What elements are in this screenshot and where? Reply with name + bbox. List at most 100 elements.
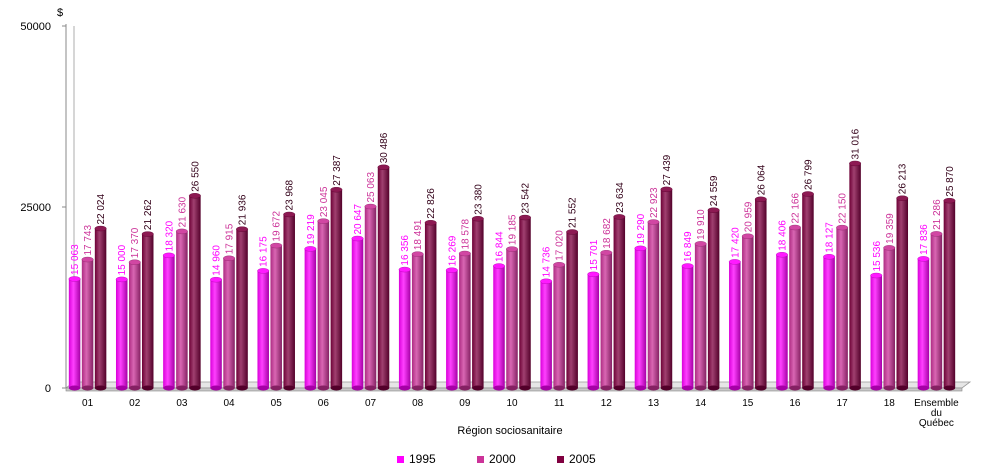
bar-2000-11 (600, 250, 613, 391)
data-label-2000-9: 19 185 (508, 214, 519, 245)
data-label-1995-14: 17 420 (730, 227, 741, 258)
bar-2000-1 (128, 259, 141, 391)
bar-1995-3 (210, 276, 223, 391)
bar-1995-8 (445, 267, 458, 391)
x-axis-label: Région sociosanitaire (457, 425, 562, 437)
bar-1995-1 (115, 276, 128, 391)
bar-1995-16 (823, 254, 836, 391)
data-label-2000-3: 17 915 (225, 223, 236, 254)
x-tick-label-14: 15 (742, 398, 754, 409)
data-label-1995-17: 15 536 (872, 240, 883, 271)
axes: 0 25000 50000 (20, 21, 67, 395)
data-label-1995-1: 15 000 (117, 244, 128, 275)
bar-1995-9 (493, 263, 505, 391)
x-tick-label-5: 06 (318, 398, 330, 409)
x-tick-label-18: du (931, 408, 942, 419)
legend-label: 2005 (569, 452, 596, 466)
x-tick-label-7: 08 (412, 398, 424, 409)
x-tick-label-6: 07 (365, 398, 377, 409)
x-tick-label-18: Québec (919, 418, 954, 429)
data-label-1995-15: 18 406 (777, 220, 788, 251)
data-label-2005-7: 22 826 (426, 188, 437, 219)
legend-item-2005: 2005 (557, 452, 596, 466)
x-tick-label-11: 12 (601, 398, 613, 409)
legend-swatch (397, 456, 404, 463)
bar-2000-10 (553, 262, 566, 391)
bar-2005-13 (707, 207, 720, 391)
bar-2005-10 (566, 229, 579, 391)
data-label-2000-2: 21 630 (177, 196, 188, 227)
bar-1995-18 (917, 256, 930, 391)
legend: 1995 2000 2005 (397, 452, 596, 466)
data-label-2005-12: 27 439 (662, 154, 673, 185)
bar-2005-18 (943, 198, 956, 391)
bar-1995-0 (68, 276, 81, 391)
data-label-2000-5: 23 045 (319, 186, 330, 217)
bar-1995-13 (681, 263, 694, 391)
data-label-1995-16: 18 127 (825, 222, 836, 253)
data-label-2005-11: 23 634 (615, 182, 626, 213)
legend-label: 1995 (409, 452, 436, 466)
bar-2000-9 (506, 246, 518, 391)
x-tick-label-16: 17 (837, 398, 849, 409)
data-label-2005-14: 26 064 (756, 164, 767, 195)
data-label-2000-0: 17 743 (83, 225, 94, 256)
legend-label: 2000 (489, 452, 516, 466)
bar-2005-8 (471, 216, 484, 391)
bar-2005-7 (424, 220, 437, 391)
bar-2005-3 (236, 226, 249, 391)
bar-2000-15 (788, 224, 801, 391)
bar-2000-18 (930, 231, 943, 391)
bar-1995-17 (870, 272, 883, 391)
data-label-1995-10: 14 736 (542, 246, 553, 277)
legend-swatch (557, 456, 564, 463)
bar-2000-7 (411, 251, 424, 391)
y-tick-label: 0 (45, 383, 51, 395)
bar-2000-5 (317, 218, 330, 391)
x-tick-labels: 01 02 03 04 05 06 07 08 09 10 11 12 13 14 15 16 17 18 Ense… (82, 398, 959, 429)
bar-2005-9 (519, 214, 531, 391)
bar-2000-16 (836, 224, 849, 391)
legend-swatch (477, 456, 484, 463)
bar-2000-4 (270, 242, 283, 391)
x-tick-label-8: 09 (459, 398, 471, 409)
bars (68, 160, 956, 391)
data-label-2005-10: 21 552 (568, 197, 579, 228)
bar-1995-15 (775, 252, 788, 391)
bar-1995-4 (257, 268, 270, 391)
data-label-1995-12: 19 290 (636, 213, 647, 244)
x-tick-label-17: 18 (884, 398, 896, 409)
bar-2005-0 (94, 225, 107, 391)
bar-2000-0 (81, 256, 94, 391)
bar-1995-7 (398, 266, 411, 391)
x-tick-label-13: 14 (695, 398, 707, 409)
data-label-2000-14: 20 959 (743, 201, 754, 232)
x-tick-label-4: 05 (271, 398, 283, 409)
bar-2000-6 (364, 203, 377, 391)
data-label-1995-2: 18 320 (164, 220, 175, 251)
data-label-2005-18: 25 870 (945, 166, 956, 197)
x-tick-label-0: 01 (82, 398, 94, 409)
bar-2005-6 (377, 164, 390, 391)
x-tick-label-1: 02 (129, 398, 141, 409)
bar-1995-14 (728, 259, 741, 391)
data-label-2005-6: 30 486 (379, 132, 390, 163)
data-label-2005-17: 26 213 (898, 163, 909, 194)
bar-2000-17 (883, 245, 896, 391)
data-label-2000-18: 21 286 (932, 199, 943, 230)
data-label-1995-8: 16 269 (447, 235, 458, 266)
x-tick-label-2: 03 (176, 398, 188, 409)
data-label-2000-12: 22 923 (649, 187, 660, 218)
data-label-2005-3: 21 936 (238, 194, 249, 225)
data-label-2005-15: 26 799 (803, 159, 814, 190)
legend-item-2000: 2000 (477, 452, 516, 466)
data-label-1995-7: 16 356 (400, 235, 411, 266)
data-label-2005-4: 23 968 (285, 179, 296, 210)
data-label-1995-18: 17 836 (919, 224, 930, 255)
bar-2005-2 (188, 193, 201, 391)
data-label-2000-13: 19 910 (696, 209, 707, 240)
data-label-2005-16: 31 016 (851, 128, 862, 159)
data-label-2005-1: 21 262 (143, 199, 154, 230)
data-label-2000-15: 22 166 (790, 192, 801, 223)
